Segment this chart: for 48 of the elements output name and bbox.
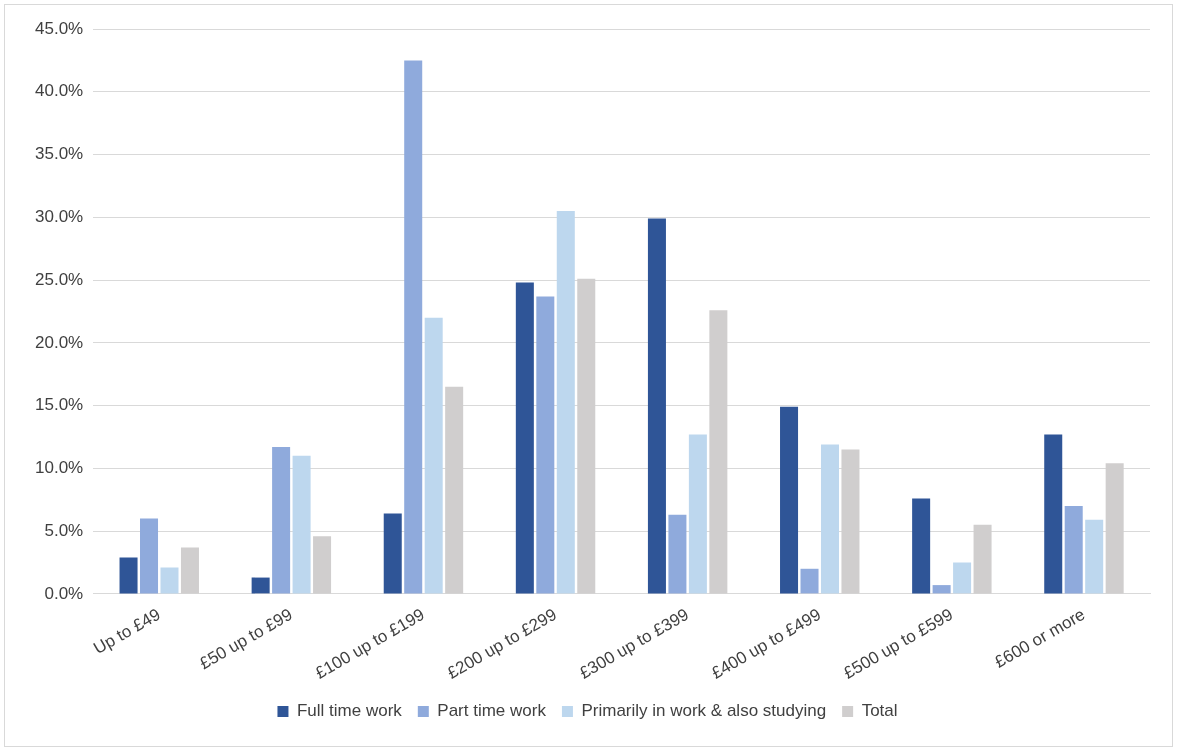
bar xyxy=(160,567,179,594)
y-tick-label: 45.0% xyxy=(35,18,84,38)
bar xyxy=(780,406,799,594)
bar xyxy=(515,282,534,594)
y-tick-label: 10.0% xyxy=(35,458,84,478)
x-tick-label: £300 up to £399 xyxy=(576,604,692,683)
bar xyxy=(647,218,666,594)
legend-label: Part time work xyxy=(437,701,547,721)
y-tick-label: 35.0% xyxy=(35,144,84,164)
bar xyxy=(313,536,332,594)
y-tick-label: 15.0% xyxy=(35,395,84,415)
bar xyxy=(536,296,555,594)
bar xyxy=(119,557,138,594)
y-tick-label: 0.0% xyxy=(44,583,84,603)
bar xyxy=(180,547,199,594)
x-tick-label: £400 up to £499 xyxy=(708,604,825,683)
bar xyxy=(383,513,402,594)
y-tick-label: 25.0% xyxy=(35,269,84,289)
bar xyxy=(912,498,931,594)
bar xyxy=(1064,506,1083,594)
legend-label: Full time work xyxy=(296,701,403,721)
x-tick-label: £100 up to £199 xyxy=(311,604,428,683)
bar xyxy=(556,211,575,594)
bar xyxy=(668,514,687,594)
bar xyxy=(424,317,443,594)
y-tick-label: 30.0% xyxy=(35,206,84,226)
bar xyxy=(140,518,159,594)
y-tick-label: 20.0% xyxy=(35,332,84,352)
bar xyxy=(1085,519,1104,594)
bar xyxy=(272,447,291,594)
bar xyxy=(292,455,311,594)
x-tick-label: £600 or more xyxy=(991,604,1089,672)
bar xyxy=(820,444,839,594)
legend-label: Total xyxy=(861,701,898,721)
bar xyxy=(953,562,972,594)
x-tick-label: £500 up to £599 xyxy=(840,604,957,683)
x-tick-label: Up to £49 xyxy=(90,604,164,659)
y-tick-label: 5.0% xyxy=(44,520,84,540)
x-tick-label: £200 up to £299 xyxy=(444,604,560,683)
bar xyxy=(1044,434,1063,594)
legend-label: Primarily in work & also studying xyxy=(581,701,827,721)
bar xyxy=(251,577,270,594)
bar xyxy=(404,60,423,594)
bar xyxy=(932,585,951,594)
bar xyxy=(800,568,819,594)
bar xyxy=(688,434,707,594)
x-tick-label: £50 up to £99 xyxy=(196,604,296,674)
y-tick-label: 40.0% xyxy=(35,81,84,101)
